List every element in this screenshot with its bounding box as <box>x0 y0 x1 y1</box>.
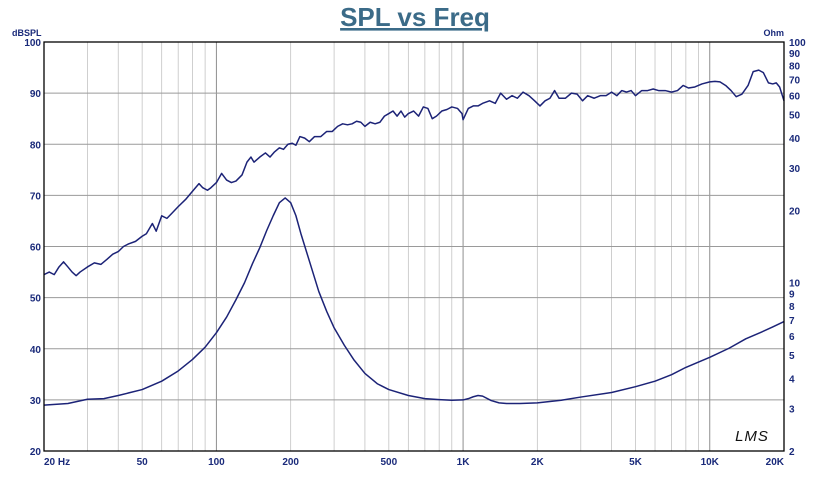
y-left-tick-label: 50 <box>30 294 42 305</box>
y-left-tick-label: 100 <box>24 38 41 49</box>
y-right-tick-label: 20 <box>789 206 801 217</box>
y-left-tick-label: 80 <box>30 140 42 151</box>
right-axis-label: Ohm <box>763 28 784 38</box>
series-layer <box>43 69 785 406</box>
y-left-tick-label: 20 <box>30 447 42 458</box>
y-right-tick-label: 2 <box>789 447 795 458</box>
y-left-tick-label: 60 <box>30 243 42 254</box>
tick-labels: 20 Hz 50 100 200 500 1K 2K 5K 10K 20K100908070605… <box>24 38 806 468</box>
y-right-tick-label: 4 <box>789 375 795 386</box>
lms-logo: LMS <box>735 428 769 445</box>
y-right-tick-label: 10 <box>789 279 801 290</box>
x-tick-label: 1K <box>457 457 471 468</box>
x-tick-label: 20 Hz <box>44 457 70 468</box>
y-left-tick-label: 90 <box>30 89 42 100</box>
y-right-tick-label: 9 <box>789 290 795 301</box>
y-right-tick-label: 30 <box>789 164 801 175</box>
spl-curve <box>43 69 785 277</box>
chart-title: SPL vs Freq <box>340 2 490 32</box>
y-right-tick-label: 7 <box>789 316 795 327</box>
y-right-tick-label: 40 <box>789 134 801 145</box>
y-right-tick-label: 60 <box>789 91 801 102</box>
y-right-tick-label: 6 <box>789 332 795 343</box>
impedance-curve <box>43 197 785 406</box>
x-tick-label: 2K <box>531 457 545 468</box>
left-axis-label: dBSPL <box>12 28 42 38</box>
grid <box>43 41 785 452</box>
y-right-tick-label: 5 <box>789 351 795 362</box>
y-left-tick-label: 30 <box>30 396 42 407</box>
y-right-tick-label: 100 <box>789 38 806 49</box>
y-right-tick-label: 3 <box>789 405 795 416</box>
x-tick-label: 500 <box>380 457 397 468</box>
x-tick-label: 20K <box>766 457 785 468</box>
y-right-tick-label: 50 <box>789 110 801 121</box>
x-tick-label: 10K <box>701 457 720 468</box>
y-right-tick-label: 90 <box>789 49 801 60</box>
x-tick-label: 200 <box>282 457 299 468</box>
x-tick-label: 50 <box>137 457 149 468</box>
y-right-tick-label: 70 <box>789 75 801 86</box>
x-tick-label: 5K <box>629 457 643 468</box>
y-left-tick-label: 40 <box>30 345 42 356</box>
y-right-tick-label: 80 <box>789 61 801 72</box>
y-right-tick-label: 8 <box>789 302 795 313</box>
y-left-tick-label: 70 <box>30 191 42 202</box>
plot-frame <box>43 41 785 452</box>
x-tick-label: 100 <box>208 457 225 468</box>
